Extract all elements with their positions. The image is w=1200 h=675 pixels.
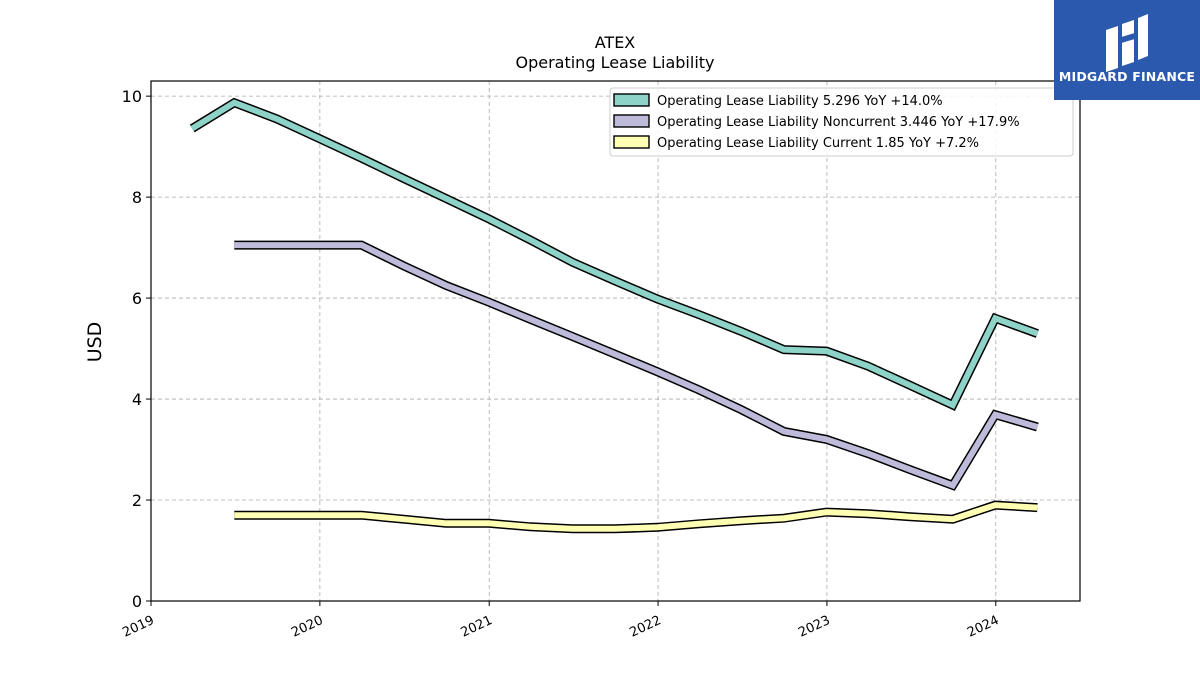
- data-point: [783, 349, 784, 350]
- series-line: [190, 99, 1039, 410]
- data-point: [614, 280, 615, 281]
- data-point: [657, 527, 658, 528]
- data-point: [446, 523, 447, 524]
- data-point: [1037, 426, 1038, 427]
- logo-text: MIDGARD FINANCE: [1058, 69, 1196, 84]
- grid: [150, 81, 1080, 602]
- data-point: [995, 504, 996, 505]
- series-line: [234, 502, 1038, 532]
- series-lines: [189, 97, 1039, 534]
- data-point: [488, 523, 489, 524]
- data-point: [783, 431, 784, 432]
- y-tick-label: 2: [132, 491, 142, 510]
- data-point: [910, 516, 911, 517]
- y-tick-label: 10: [122, 87, 142, 106]
- data-point: [319, 244, 320, 245]
- chart-subtitle: Operating Lease Liability: [515, 53, 714, 72]
- data-point: [699, 314, 700, 315]
- data-point: [868, 453, 869, 454]
- y-tick-label: 4: [132, 390, 142, 409]
- legend-entry: Operating Lease Liability Current 1.85 Y…: [657, 136, 979, 151]
- data-point: [572, 262, 573, 263]
- data-point: [952, 405, 953, 406]
- data-point: [361, 244, 362, 245]
- data-point: [572, 336, 573, 337]
- y-tick-label: 0: [132, 592, 142, 611]
- data-point: [530, 319, 531, 320]
- data-point: [910, 385, 911, 386]
- x-tick-label: 2022: [627, 613, 663, 641]
- data-point: [995, 318, 996, 319]
- legend-box: [609, 87, 1074, 157]
- legend-swatch: [613, 135, 650, 149]
- data-point: [1037, 507, 1038, 508]
- data-point: [403, 519, 404, 520]
- legend-swatch: [613, 114, 650, 128]
- legend: Operating Lease Liability 5.296 YoY +14.…: [609, 87, 1074, 157]
- data-point: [319, 138, 320, 139]
- data-point: [192, 128, 193, 129]
- data-point: [741, 520, 742, 521]
- data-point: [234, 244, 235, 245]
- series-2: [234, 500, 1038, 534]
- logo-mark-icon: [1106, 14, 1148, 72]
- data-point: [572, 528, 573, 529]
- data-point: [488, 218, 489, 219]
- data-point: [614, 528, 615, 529]
- data-point: [995, 414, 996, 415]
- x-tick-label: 2021: [459, 613, 495, 641]
- x-tick-label: 2023: [796, 613, 832, 641]
- chart-title: ATEX: [595, 33, 636, 52]
- x-tick-label: 2020: [289, 613, 325, 641]
- y-tick-label: 8: [132, 188, 142, 207]
- y-axis-label: USD: [84, 322, 106, 363]
- data-point: [699, 389, 700, 390]
- data-point: [952, 519, 953, 520]
- legend-entry: Operating Lease Liability Noncurrent 3.4…: [657, 115, 1020, 130]
- data-point: [699, 523, 700, 524]
- data-point: [446, 285, 447, 286]
- x-tick-label: 2024: [965, 613, 1001, 641]
- data-point: [276, 118, 277, 119]
- plot-frame: [150, 80, 1081, 602]
- data-point: [361, 158, 362, 159]
- data-point: [826, 350, 827, 351]
- data-point: [657, 298, 658, 299]
- data-point: [1037, 333, 1038, 334]
- brand-logo: MIDGARD FINANCE: [1054, 0, 1200, 100]
- legend-swatch: [613, 93, 650, 107]
- legend-entry: Operating Lease Liability 5.296 YoY +14.…: [657, 94, 943, 109]
- data-point: [783, 518, 784, 519]
- data-point: [488, 302, 489, 303]
- series-0: [189, 97, 1039, 412]
- data-point: [530, 239, 531, 240]
- data-point: [826, 439, 827, 440]
- data-point: [530, 526, 531, 527]
- data-point: [952, 485, 953, 486]
- data-point: [234, 515, 235, 516]
- data-point: [276, 244, 277, 245]
- data-point: [403, 178, 404, 179]
- data-point: [868, 366, 869, 367]
- data-point: [741, 409, 742, 410]
- series-line: [234, 242, 1039, 490]
- y-tick-label: 6: [132, 289, 142, 308]
- data-point: [910, 469, 911, 470]
- data-point: [446, 198, 447, 199]
- data-point: [826, 512, 827, 513]
- data-point: [868, 513, 869, 514]
- data-point: [403, 265, 404, 266]
- data-point: [234, 102, 235, 103]
- series-1: [234, 240, 1039, 491]
- data-point: [276, 515, 277, 516]
- data-point: [741, 331, 742, 332]
- data-point: [657, 371, 658, 372]
- x-tick-label: 2019: [120, 613, 156, 641]
- data-point: [614, 354, 615, 355]
- data-point: [319, 515, 320, 516]
- data-point: [361, 515, 362, 516]
